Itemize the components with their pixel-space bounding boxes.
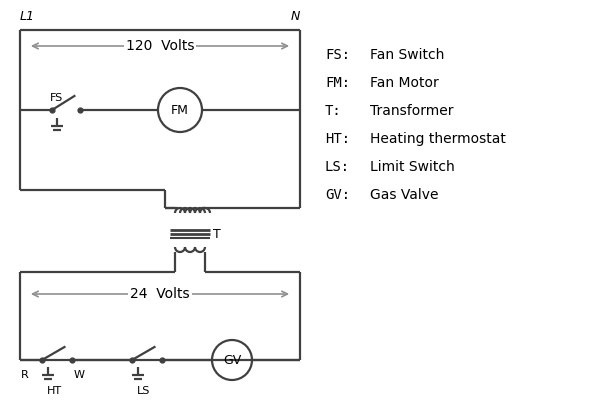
Text: L1: L1 — [20, 10, 35, 22]
Text: HT:: HT: — [325, 132, 350, 146]
Text: FM:: FM: — [325, 76, 350, 90]
Text: FS: FS — [50, 93, 63, 103]
Text: N: N — [291, 10, 300, 22]
Text: LS:: LS: — [325, 160, 350, 174]
Text: HT: HT — [47, 386, 61, 396]
Text: GV: GV — [223, 354, 241, 366]
Text: Gas Valve: Gas Valve — [370, 188, 438, 202]
Text: T:: T: — [325, 104, 342, 118]
Text: Limit Switch: Limit Switch — [370, 160, 455, 174]
Text: FS:: FS: — [325, 48, 350, 62]
Text: LS: LS — [137, 386, 150, 396]
Text: 24  Volts: 24 Volts — [130, 287, 190, 301]
Text: FM: FM — [171, 104, 189, 116]
Text: Fan Switch: Fan Switch — [370, 48, 444, 62]
Text: 120  Volts: 120 Volts — [126, 39, 194, 53]
Text: Transformer: Transformer — [370, 104, 454, 118]
Text: Heating thermostat: Heating thermostat — [370, 132, 506, 146]
Text: GV:: GV: — [325, 188, 350, 202]
Text: Fan Motor: Fan Motor — [370, 76, 439, 90]
Text: T: T — [213, 228, 221, 240]
Text: W: W — [74, 370, 85, 380]
Text: R: R — [21, 370, 29, 380]
